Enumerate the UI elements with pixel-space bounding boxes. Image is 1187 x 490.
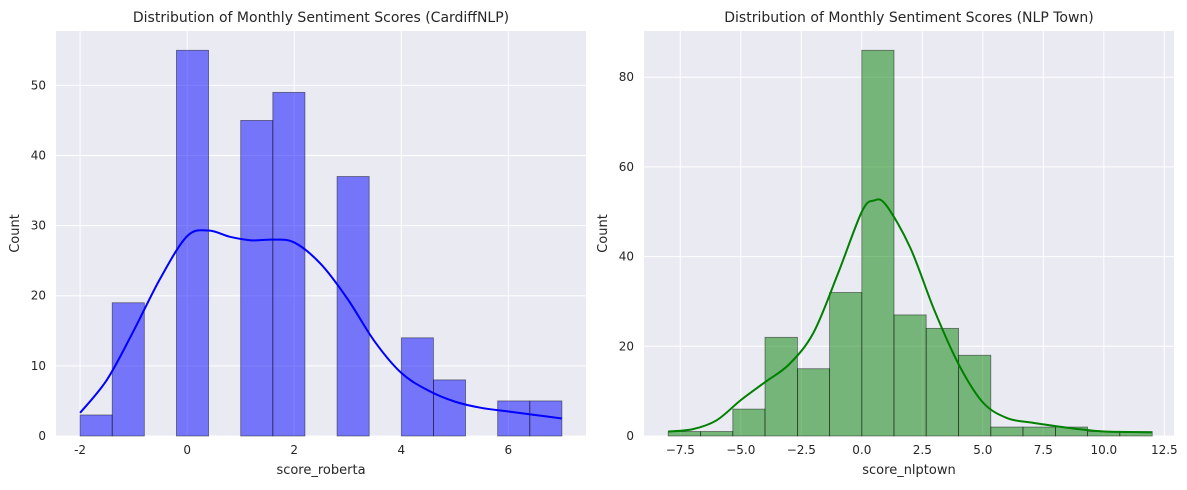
x-axis-label: score_roberta xyxy=(276,463,365,478)
y-tick-label: 40 xyxy=(31,148,46,162)
y-tick-label: 50 xyxy=(31,78,46,92)
histogram-bar xyxy=(958,354,992,437)
x-tick-label: −7.5 xyxy=(666,443,695,457)
histogram-bar xyxy=(732,408,766,437)
histogram-bar xyxy=(272,91,306,437)
histogram-bar xyxy=(497,400,531,437)
y-tick-label: 30 xyxy=(31,219,46,233)
nlptown-histogram: −7.5 −5.0 −2.5 0.0 2.5 5.0 7.5 10.0 12.5 0 20 40 60 8… xyxy=(596,10,1178,478)
chart-title: Distribution of Monthly Sentiment Scores… xyxy=(133,10,509,26)
histogram-bar xyxy=(925,327,960,437)
x-tick-label: −5.0 xyxy=(726,443,755,457)
histogram-bar xyxy=(700,431,734,437)
y-axis-label: Count xyxy=(596,214,611,253)
x-tick-label: 0.0 xyxy=(852,443,871,457)
x-tick-label: 5.0 xyxy=(973,443,992,457)
histogram-bar xyxy=(893,314,927,437)
x-tick-label: 6 xyxy=(505,443,513,457)
histogram-bar xyxy=(79,414,113,437)
y-tick-label: 40 xyxy=(619,250,634,264)
x-tick-label: 4 xyxy=(397,443,405,457)
histogram-bar xyxy=(240,120,274,437)
histogram-bar xyxy=(1022,426,1056,437)
kde-curve xyxy=(668,198,1153,434)
y-tick-label: 0 xyxy=(626,429,634,443)
x-tick-label: 12.5 xyxy=(1151,443,1178,457)
y-tick-label: 80 xyxy=(619,70,634,84)
histogram-bar xyxy=(400,337,434,437)
y-axis-label: Count xyxy=(8,214,23,253)
histogram-bar xyxy=(829,292,863,437)
x-tick-label: −2.5 xyxy=(787,443,816,457)
histogram-bar xyxy=(797,368,831,437)
cardiffnlp-histogram: -2 0 2 4 6 0 10 20 30 40 50 Distribution of Monthly… xyxy=(8,10,586,478)
x-tick-label: 2 xyxy=(290,443,298,457)
y-tick-label: 20 xyxy=(619,339,634,353)
x-tick-label: 10.0 xyxy=(1090,443,1117,457)
x-axis-label: score_nlptown xyxy=(862,463,955,478)
y-tick-label: 10 xyxy=(31,359,46,373)
x-tick-label: 7.5 xyxy=(1034,443,1053,457)
histogram-bar xyxy=(433,379,466,437)
y-tick-label: 0 xyxy=(38,429,46,443)
histogram-bar xyxy=(990,426,1024,437)
x-tick-label: 2.5 xyxy=(913,443,932,457)
chart-title: Distribution of Monthly Sentiment Scores… xyxy=(724,10,1094,26)
y-tick-label: 60 xyxy=(619,160,634,174)
x-tick-label: 0 xyxy=(183,443,191,457)
histogram-bar xyxy=(111,302,145,437)
histogram-bar xyxy=(861,49,895,437)
y-tick-label: 20 xyxy=(31,289,46,303)
kde-curve xyxy=(79,229,563,420)
x-tick-label: -2 xyxy=(74,443,86,457)
histogram-bar xyxy=(764,336,798,437)
